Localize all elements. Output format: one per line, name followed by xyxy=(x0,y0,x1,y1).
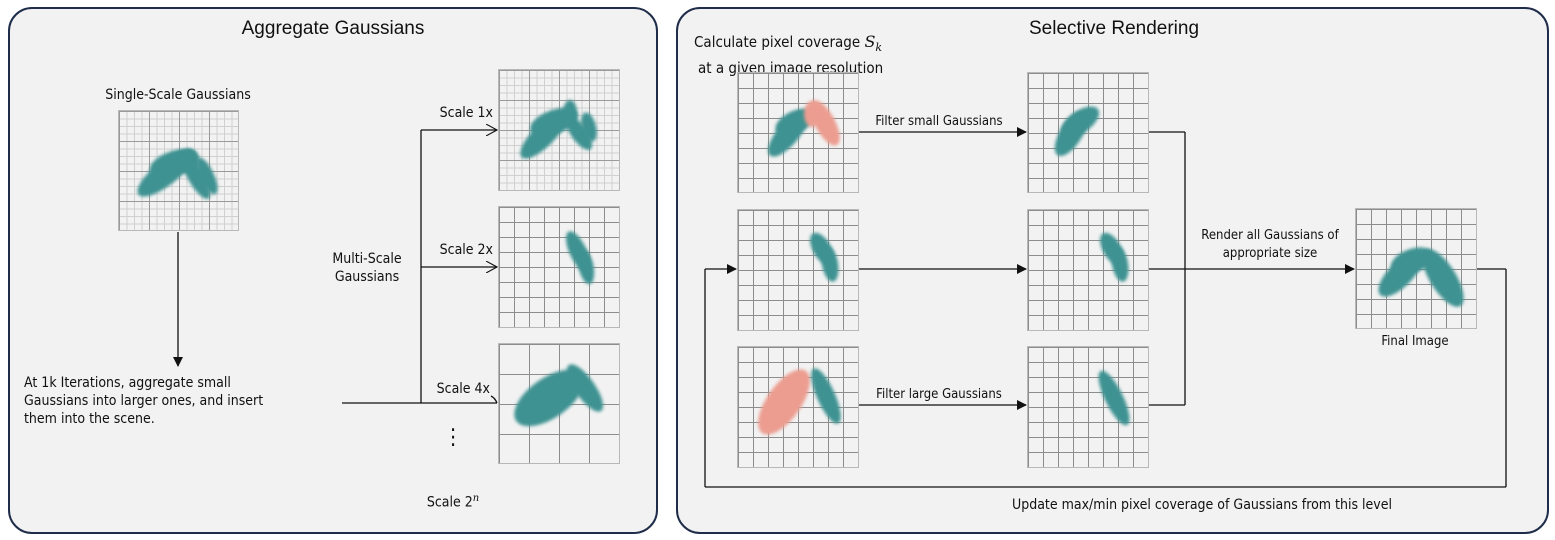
scale-2n-label: Scale 2n xyxy=(426,493,480,511)
aggregate-description: At 1k Iterations, aggregate small Gaussi… xyxy=(24,375,264,427)
single-scale-gaussians-grid xyxy=(118,110,239,231)
single-scale-label: Single-Scale Gaussians xyxy=(105,87,251,103)
coverage-grid-small-filter xyxy=(737,72,859,193)
render-label: Render all Gaussians of appropriate size xyxy=(1201,228,1339,261)
coverage-grid-large-filter xyxy=(737,346,859,468)
scale-2x-label: Scale 2x xyxy=(439,242,493,258)
scale-1x-grid xyxy=(498,69,620,191)
filtered-large-result-grid xyxy=(1027,346,1149,468)
scale-2x-grid xyxy=(498,206,620,328)
gaussian-salmon-blob xyxy=(804,101,820,127)
filter-large-label: Filter large Gaussians xyxy=(876,387,1002,402)
multi-scale-gaussians-label: Multi-Scale Gaussians xyxy=(332,251,402,285)
scale-1x-label: Scale 1x xyxy=(439,105,493,121)
coverage-grid-pass-through xyxy=(737,209,859,331)
scale-4x-label: Scale 4x xyxy=(436,381,490,397)
selective-rendering-title: Selective Rendering xyxy=(1028,18,1200,39)
update-coverage-label: Update max/min pixel coverage of Gaussia… xyxy=(1012,497,1392,513)
filter-small-label: Filter small Gaussians xyxy=(875,114,1003,129)
final-image-grid xyxy=(1355,208,1477,329)
aggregate-gaussians-title: Aggregate Gaussians xyxy=(241,18,425,39)
filtered-small-result-grid xyxy=(1027,72,1149,193)
pass-through-result-grid xyxy=(1027,209,1149,331)
scale-4x-grid xyxy=(498,343,620,464)
final-image-label: Final Image xyxy=(1381,334,1449,349)
ellipsis-icon: ⋮ xyxy=(443,425,463,450)
